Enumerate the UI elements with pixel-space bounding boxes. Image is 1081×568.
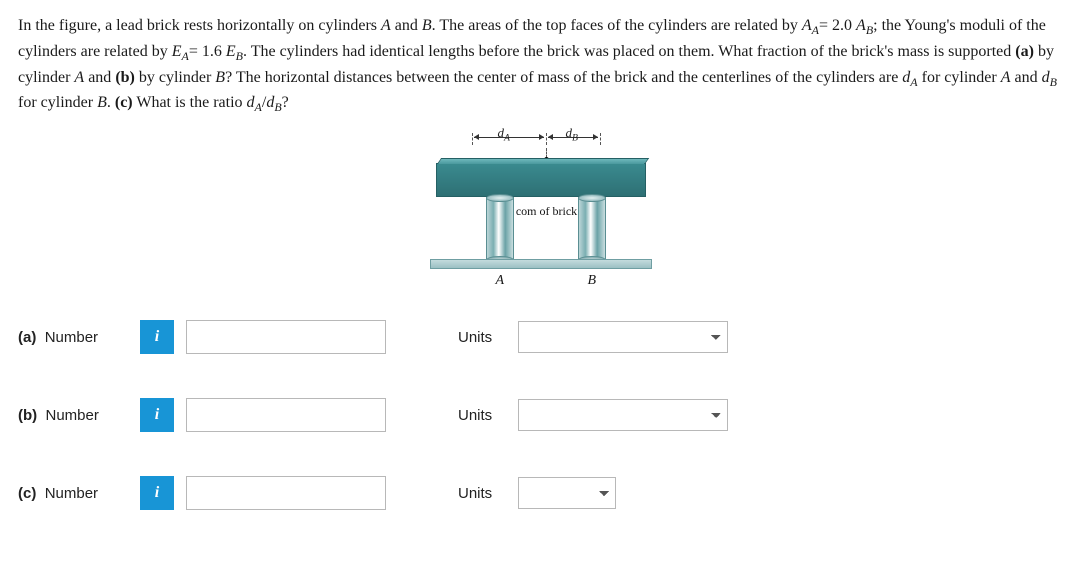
figure: dA dB com of brick A B [436, 129, 646, 289]
brick: com of brick [436, 163, 646, 197]
cylinder-a [486, 197, 514, 261]
units-label-a: Units [458, 329, 506, 346]
answers-section: (a) Number i Units (b) Number i Units (c… [18, 320, 1063, 510]
units-label-c: Units [458, 485, 506, 502]
part-c-label: (c) Number [18, 485, 128, 502]
units-select-b[interactable] [518, 399, 728, 431]
units-label-b: Units [458, 407, 506, 424]
info-icon[interactable]: i [140, 398, 174, 432]
dimension-row: dA dB [436, 129, 646, 151]
part-a-label: (a) Number [18, 329, 128, 346]
label-cyl-a: A [496, 273, 505, 289]
answer-row-a: (a) Number i Units [18, 320, 1063, 354]
label-cyl-b: B [588, 273, 597, 289]
part-b-label: (b) Number [18, 407, 128, 424]
problem-statement: In the figure, a lead brick rests horizo… [18, 14, 1063, 117]
number-input-b[interactable] [186, 398, 386, 432]
figure-container: dA dB com of brick A B [18, 129, 1063, 294]
info-icon[interactable]: i [140, 476, 174, 510]
base-plate [430, 259, 652, 269]
units-select-c[interactable] [518, 477, 616, 509]
answer-row-c: (c) Number i Units [18, 476, 1063, 510]
info-icon[interactable]: i [140, 320, 174, 354]
cylinder-b [578, 197, 606, 261]
label-dA: dA [498, 125, 510, 144]
number-input-a[interactable] [186, 320, 386, 354]
number-input-c[interactable] [186, 476, 386, 510]
label-dB: dB [566, 125, 578, 144]
answer-row-b: (b) Number i Units [18, 398, 1063, 432]
units-select-a[interactable] [518, 321, 728, 353]
